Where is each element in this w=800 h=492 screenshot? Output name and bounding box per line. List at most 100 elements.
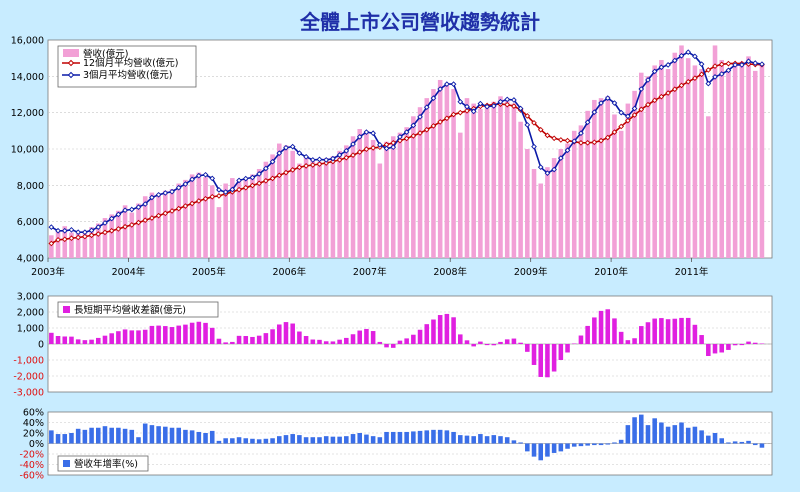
revenue-bar bbox=[465, 98, 470, 258]
growth-bar bbox=[552, 444, 557, 453]
revenue-bar bbox=[197, 173, 202, 258]
y-tick-label: -2,000 bbox=[13, 372, 44, 383]
y-tick-label: -40% bbox=[19, 460, 44, 471]
difference-bar bbox=[237, 336, 242, 344]
difference-bar bbox=[505, 339, 510, 344]
revenue-bar bbox=[585, 111, 590, 258]
revenue-bar bbox=[116, 211, 121, 258]
growth-bar bbox=[183, 430, 188, 444]
growth-bar bbox=[351, 434, 356, 443]
growth-bar bbox=[592, 444, 597, 446]
main-revenue-panel: 4,0006,0008,00010,00012,00014,00016,0002… bbox=[11, 36, 772, 279]
growth-bar bbox=[270, 438, 275, 443]
revenue-bar bbox=[599, 98, 604, 258]
difference-bar bbox=[592, 317, 597, 344]
yoy-growth-panel: -60%-40%-20%0%20%40%60%營收年增率(%) bbox=[19, 408, 772, 482]
growth-bar bbox=[243, 438, 248, 443]
revenue-bar bbox=[719, 60, 724, 258]
growth-bar bbox=[458, 435, 463, 443]
revenue-bar bbox=[471, 104, 476, 258]
difference-bar bbox=[210, 328, 215, 344]
growth-bar bbox=[398, 432, 403, 444]
difference-bar bbox=[585, 326, 590, 344]
growth-bar bbox=[123, 429, 128, 444]
x-tick-label: 2011年 bbox=[675, 266, 709, 278]
revenue-bar bbox=[659, 60, 664, 258]
difference-legend: 長短期平均營收差額(億元) bbox=[58, 302, 218, 317]
revenue-bar bbox=[357, 129, 362, 258]
difference-bar bbox=[605, 309, 610, 344]
revenue-bar bbox=[277, 144, 282, 258]
revenue-bar bbox=[304, 156, 309, 258]
revenue-bar bbox=[572, 131, 577, 258]
growth-bar bbox=[364, 435, 369, 444]
difference-bar bbox=[378, 342, 383, 344]
difference-bar bbox=[150, 326, 155, 344]
growth-bar bbox=[538, 444, 543, 461]
difference-bar bbox=[384, 344, 389, 347]
difference-bar bbox=[371, 331, 376, 344]
growth-bar bbox=[418, 431, 423, 444]
revenue-bar bbox=[49, 235, 54, 258]
difference-bar bbox=[243, 336, 248, 344]
revenue-bar bbox=[130, 213, 135, 258]
difference-bar bbox=[197, 322, 202, 344]
revenue-bar bbox=[512, 104, 517, 258]
growth-bar bbox=[257, 439, 262, 443]
growth-bar bbox=[478, 434, 483, 443]
legend-swatch-revenue bbox=[63, 49, 79, 57]
growth-bar bbox=[284, 435, 289, 443]
difference-bar bbox=[250, 337, 255, 344]
difference-bar bbox=[76, 339, 81, 344]
difference-bar bbox=[290, 324, 295, 344]
revenue-bar bbox=[652, 65, 657, 258]
difference-bar bbox=[438, 315, 443, 344]
difference-bar bbox=[538, 344, 543, 377]
growth-bar bbox=[331, 437, 336, 444]
difference-bar bbox=[130, 330, 135, 344]
difference-bar bbox=[344, 338, 349, 344]
revenue-bar bbox=[458, 133, 463, 258]
revenue-difference-panel: -3,000-2,000-1,00001,0002,0003,000長短期平均營… bbox=[13, 292, 772, 399]
difference-bar bbox=[552, 344, 557, 372]
growth-bar bbox=[572, 444, 577, 447]
revenue-bar bbox=[270, 154, 275, 258]
difference-bar bbox=[652, 319, 657, 344]
revenue-bar bbox=[559, 149, 564, 258]
difference-bar bbox=[103, 336, 108, 344]
difference-bar bbox=[726, 344, 731, 350]
growth-bar bbox=[116, 428, 121, 444]
revenue-bar bbox=[619, 131, 624, 258]
revenue-bar bbox=[699, 69, 704, 258]
revenue-bar bbox=[190, 174, 195, 258]
revenue-bar bbox=[324, 158, 329, 258]
growth-bar bbox=[626, 425, 631, 443]
difference-bar bbox=[545, 344, 550, 377]
growth-bar bbox=[706, 436, 711, 444]
revenue-bar bbox=[317, 162, 322, 258]
growth-bar bbox=[465, 436, 470, 444]
growth-bar bbox=[76, 429, 81, 444]
growth-bar bbox=[190, 430, 195, 443]
difference-bar bbox=[317, 340, 322, 344]
difference-bar bbox=[525, 344, 530, 352]
difference-bar bbox=[418, 330, 423, 344]
y-tick-label: -3,000 bbox=[13, 388, 44, 399]
growth-bar bbox=[176, 428, 181, 444]
difference-bar bbox=[62, 336, 67, 344]
revenue-bar bbox=[136, 204, 141, 259]
revenue-bar bbox=[431, 89, 436, 258]
difference-bar bbox=[163, 326, 168, 344]
difference-bar bbox=[666, 319, 671, 344]
difference-bar bbox=[398, 341, 403, 344]
difference-bar bbox=[719, 344, 724, 352]
revenue-bar bbox=[693, 65, 698, 258]
growth-bar bbox=[297, 435, 302, 443]
growth-bar bbox=[170, 428, 175, 444]
y-tick-label: 10,000 bbox=[11, 145, 44, 156]
growth-bar bbox=[619, 440, 624, 444]
revenue-bar bbox=[123, 205, 128, 258]
difference-bar bbox=[565, 344, 570, 352]
difference-bar bbox=[431, 320, 436, 344]
difference-bar bbox=[357, 331, 362, 344]
